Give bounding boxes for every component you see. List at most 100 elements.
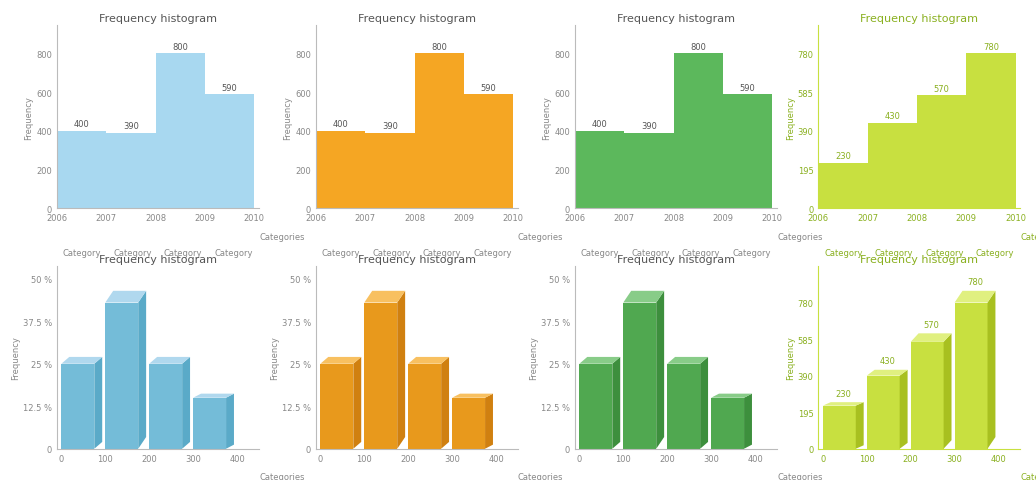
Title: Frequency histogram: Frequency histogram bbox=[99, 14, 217, 24]
Bar bbox=[316, 132, 366, 209]
Text: 390: 390 bbox=[641, 122, 657, 131]
Bar bbox=[823, 406, 856, 449]
Bar bbox=[414, 54, 464, 209]
Text: Category: Category bbox=[214, 249, 253, 258]
Polygon shape bbox=[612, 357, 621, 449]
Bar bbox=[61, 364, 94, 449]
Y-axis label: Frequency: Frequency bbox=[529, 336, 538, 380]
Text: 390: 390 bbox=[382, 122, 398, 131]
Text: Category: Category bbox=[875, 249, 914, 258]
Text: Categories: Categories bbox=[518, 472, 564, 480]
Text: Category: Category bbox=[925, 249, 963, 258]
Bar bbox=[464, 95, 513, 209]
Text: 800: 800 bbox=[431, 43, 448, 52]
Polygon shape bbox=[711, 394, 752, 398]
Bar bbox=[868, 123, 917, 209]
Polygon shape bbox=[452, 394, 493, 398]
Text: 590: 590 bbox=[740, 84, 755, 93]
Text: Category: Category bbox=[164, 249, 202, 258]
Bar bbox=[149, 364, 182, 449]
Y-axis label: Frequency: Frequency bbox=[785, 96, 795, 140]
Title: Frequency histogram: Frequency histogram bbox=[861, 254, 978, 264]
Bar bbox=[365, 303, 397, 449]
Polygon shape bbox=[823, 402, 864, 406]
Polygon shape bbox=[911, 334, 951, 342]
Text: 400: 400 bbox=[333, 120, 348, 129]
Text: Category: Category bbox=[581, 249, 620, 258]
Text: 590: 590 bbox=[481, 84, 496, 93]
Bar bbox=[967, 54, 1015, 209]
Text: Category: Category bbox=[976, 249, 1014, 258]
Bar bbox=[818, 163, 868, 209]
Polygon shape bbox=[408, 357, 449, 364]
Bar bbox=[867, 376, 899, 449]
Text: Categories: Categories bbox=[1020, 472, 1036, 480]
Text: Categories: Categories bbox=[1020, 232, 1036, 241]
Polygon shape bbox=[485, 394, 493, 449]
Polygon shape bbox=[138, 291, 146, 449]
Text: Categories: Categories bbox=[259, 232, 305, 241]
Text: Category: Category bbox=[682, 249, 720, 258]
Text: 780: 780 bbox=[967, 278, 983, 287]
Y-axis label: Frequency: Frequency bbox=[270, 336, 279, 380]
Bar bbox=[723, 95, 772, 209]
Text: Category: Category bbox=[732, 249, 771, 258]
Bar bbox=[155, 54, 205, 209]
Text: 570: 570 bbox=[923, 320, 939, 329]
Text: Categories: Categories bbox=[259, 472, 305, 480]
Bar bbox=[954, 303, 987, 449]
Polygon shape bbox=[94, 357, 103, 449]
Title: Frequency histogram: Frequency histogram bbox=[358, 14, 476, 24]
Text: Categories: Categories bbox=[777, 472, 823, 480]
Text: Category: Category bbox=[373, 249, 411, 258]
Text: 570: 570 bbox=[933, 84, 950, 94]
Bar bbox=[452, 398, 485, 449]
Polygon shape bbox=[856, 402, 864, 449]
Bar bbox=[911, 342, 944, 449]
Bar bbox=[408, 364, 441, 449]
Title: Frequency histogram: Frequency histogram bbox=[358, 254, 476, 264]
Text: 400: 400 bbox=[592, 120, 607, 129]
Polygon shape bbox=[182, 357, 190, 449]
Polygon shape bbox=[353, 357, 362, 449]
Polygon shape bbox=[744, 394, 752, 449]
Polygon shape bbox=[899, 370, 908, 449]
Polygon shape bbox=[320, 357, 362, 364]
Bar bbox=[667, 364, 700, 449]
Text: 430: 430 bbox=[885, 112, 900, 121]
Text: Category: Category bbox=[473, 249, 512, 258]
Polygon shape bbox=[397, 291, 405, 449]
Polygon shape bbox=[61, 357, 103, 364]
Title: Frequency histogram: Frequency histogram bbox=[99, 254, 217, 264]
Text: Categories: Categories bbox=[518, 232, 564, 241]
Text: 780: 780 bbox=[983, 43, 999, 52]
Polygon shape bbox=[624, 291, 664, 303]
Text: 800: 800 bbox=[172, 43, 189, 52]
Polygon shape bbox=[365, 291, 405, 303]
Y-axis label: Frequency: Frequency bbox=[25, 96, 33, 140]
Bar bbox=[205, 95, 254, 209]
Text: 230: 230 bbox=[835, 152, 851, 161]
Y-axis label: Frequency: Frequency bbox=[11, 336, 20, 380]
Text: Category: Category bbox=[632, 249, 670, 258]
Bar bbox=[193, 398, 226, 449]
Bar bbox=[624, 303, 656, 449]
Text: Categories: Categories bbox=[777, 232, 823, 241]
Y-axis label: Frequency: Frequency bbox=[785, 336, 795, 380]
Title: Frequency histogram: Frequency histogram bbox=[617, 14, 735, 24]
Text: Category: Category bbox=[825, 249, 863, 258]
Bar bbox=[673, 54, 723, 209]
Polygon shape bbox=[193, 394, 234, 398]
Text: 800: 800 bbox=[690, 43, 707, 52]
Title: Frequency histogram: Frequency histogram bbox=[617, 254, 735, 264]
Text: Category: Category bbox=[423, 249, 461, 258]
Polygon shape bbox=[656, 291, 664, 449]
Polygon shape bbox=[441, 357, 449, 449]
Bar bbox=[107, 133, 155, 209]
Y-axis label: Frequency: Frequency bbox=[284, 96, 292, 140]
Polygon shape bbox=[954, 291, 996, 303]
Polygon shape bbox=[700, 357, 708, 449]
Bar bbox=[711, 398, 744, 449]
Bar bbox=[57, 132, 107, 209]
Bar bbox=[625, 133, 673, 209]
